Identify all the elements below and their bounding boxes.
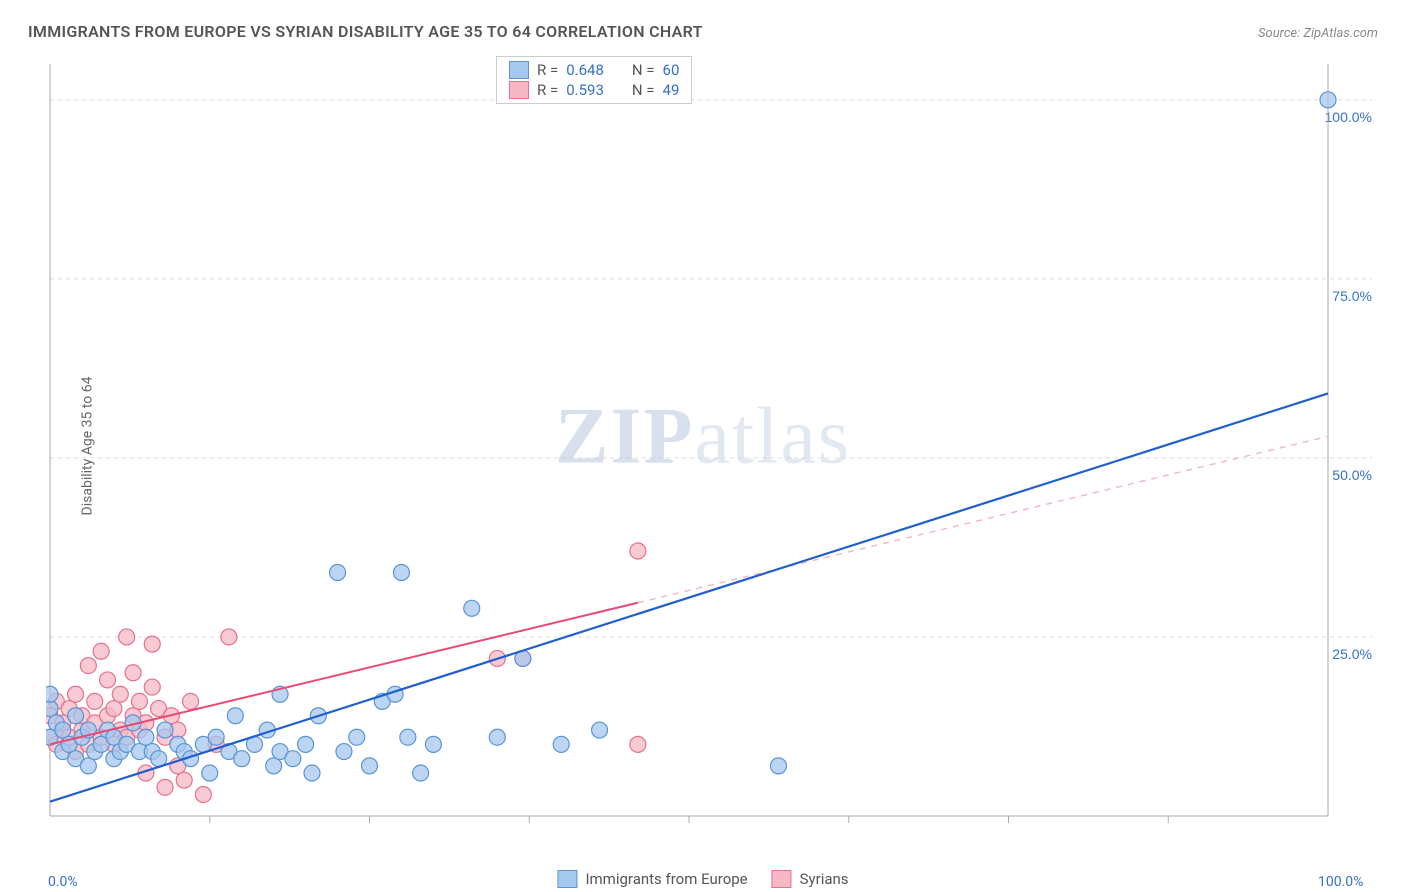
source-attribution: Source: ZipAtlas.com	[1258, 26, 1378, 41]
data-point	[144, 679, 160, 695]
data-point	[93, 643, 109, 659]
legend-label: Immigrants from Europe	[585, 870, 747, 888]
data-point	[234, 751, 250, 767]
data-point	[176, 772, 192, 788]
series-swatch	[509, 61, 529, 79]
y-tick-label: 25.0%	[1332, 646, 1372, 662]
data-point	[227, 708, 243, 724]
data-point	[119, 629, 135, 645]
data-point	[195, 787, 211, 803]
data-point	[298, 736, 314, 752]
r-value: 0.648	[566, 61, 604, 79]
data-point	[362, 758, 378, 774]
chart-title: IMMIGRANTS FROM EUROPE VS SYRIAN DISABIL…	[28, 22, 703, 41]
r-value: 0.593	[566, 81, 604, 99]
y-tick-label: 100.0%	[1325, 109, 1372, 125]
n-label: N =	[632, 61, 655, 79]
data-point	[336, 744, 352, 760]
data-point	[87, 693, 103, 709]
stat-row: R = 0.593 N = 49	[509, 81, 679, 99]
data-point	[489, 729, 505, 745]
data-point	[630, 543, 646, 559]
data-point	[68, 708, 84, 724]
data-point	[553, 736, 569, 752]
legend-label: Syrians	[800, 870, 849, 888]
data-point	[46, 701, 58, 717]
data-point	[400, 729, 416, 745]
x-axis-min-label: 0.0%	[48, 874, 78, 890]
data-point	[304, 765, 320, 781]
y-tick-label: 75.0%	[1332, 288, 1372, 304]
n-value: 60	[663, 61, 680, 79]
data-point	[592, 722, 608, 738]
r-label: R =	[537, 61, 558, 79]
data-point	[208, 729, 224, 745]
data-point	[100, 672, 116, 688]
data-point	[55, 722, 71, 738]
data-point	[183, 693, 199, 709]
data-point	[464, 600, 480, 616]
data-point	[80, 658, 96, 674]
data-point	[144, 636, 160, 652]
data-point	[285, 751, 301, 767]
data-point	[266, 758, 282, 774]
x-axis-max-label: 100.0%	[1318, 874, 1363, 890]
data-point	[131, 693, 147, 709]
regression-line-extrapolated	[638, 436, 1328, 602]
data-point	[221, 629, 237, 645]
legend-swatch	[772, 870, 792, 888]
n-label: N =	[632, 81, 655, 99]
y-tick-label: 50.0%	[1332, 467, 1372, 483]
data-point	[112, 686, 128, 702]
data-point	[68, 686, 84, 702]
series-swatch	[509, 81, 529, 99]
data-point	[157, 779, 173, 795]
data-point	[106, 701, 122, 717]
regression-line	[50, 393, 1328, 801]
n-value: 49	[663, 81, 680, 99]
data-point	[1320, 92, 1336, 108]
legend-item: Immigrants from Europe	[557, 870, 747, 888]
data-point	[349, 729, 365, 745]
r-label: R =	[537, 81, 558, 99]
data-point	[125, 665, 141, 681]
correlation-scatter-chart: 25.0% 50.0% 75.0% 100.0%	[46, 56, 1376, 836]
stat-row: R = 0.648 N = 60	[509, 61, 679, 79]
data-point	[202, 765, 218, 781]
correlation-stat-box: R = 0.648 N = 60 R = 0.593 N = 49	[496, 56, 692, 104]
data-point	[46, 686, 58, 702]
series-legend: Immigrants from Europe Syrians	[557, 870, 848, 888]
data-point	[630, 736, 646, 752]
data-point	[138, 729, 154, 745]
data-point	[330, 564, 346, 580]
data-point	[157, 722, 173, 738]
data-point	[393, 564, 409, 580]
legend-swatch	[557, 870, 577, 888]
data-point	[425, 736, 441, 752]
data-point	[770, 758, 786, 774]
data-point	[80, 758, 96, 774]
legend-item: Syrians	[772, 870, 849, 888]
data-point	[413, 765, 429, 781]
